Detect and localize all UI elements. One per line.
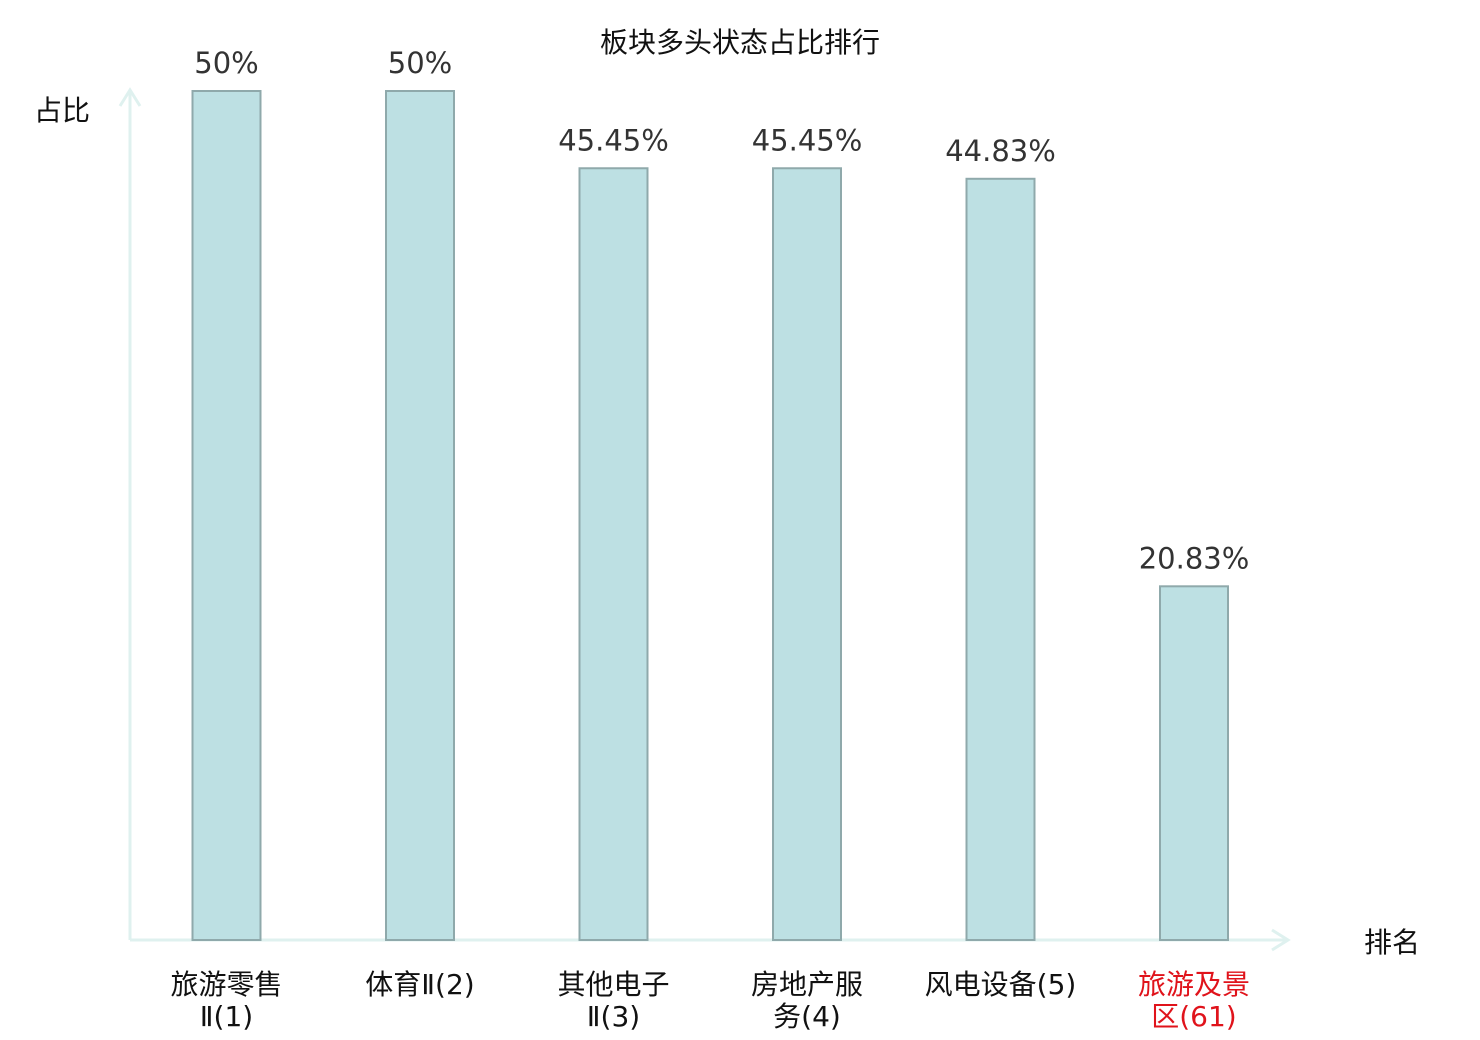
bar: [385, 90, 455, 941]
category-label: 体育Ⅱ(2): [365, 968, 474, 1001]
bar: [1159, 585, 1229, 941]
category-label: 房地产服: [751, 968, 863, 1001]
value-label: 45.45%: [752, 123, 863, 157]
axes: [118, 87, 1291, 952]
chart-title: 板块多头状态占比排行: [600, 26, 880, 59]
category-label: 其他电子: [557, 968, 669, 1001]
category-label: 风电设备(5): [925, 968, 1077, 1001]
y-axis-arrow: [118, 87, 142, 107]
category-label: 旅游零售: [170, 968, 282, 1001]
category-label: 区(61): [1151, 1000, 1236, 1033]
bar: [772, 167, 842, 942]
category-label: 旅游及景: [1138, 968, 1250, 1001]
value-labels-group: 50% 50% 45.45% 45.45% 44.83% 20.83%: [194, 46, 1249, 575]
category-label: Ⅱ(3): [587, 1000, 640, 1033]
category-label: Ⅱ(1): [200, 1000, 253, 1033]
category-label: 务(4): [773, 1000, 841, 1033]
x-axis-arrow: [1271, 928, 1291, 952]
bar: [965, 177, 1036, 941]
value-label: 20.83%: [1139, 541, 1250, 575]
value-label: 50%: [194, 46, 258, 80]
value-label: 44.83%: [945, 134, 1056, 168]
value-label: 45.45%: [558, 123, 669, 157]
bars-group: [191, 90, 1229, 942]
value-label: 50%: [388, 46, 452, 80]
bar: [578, 167, 649, 942]
y-axis-label: 占比: [34, 94, 90, 127]
x-axis-label: 排名: [1364, 926, 1420, 959]
bar: [191, 90, 262, 941]
